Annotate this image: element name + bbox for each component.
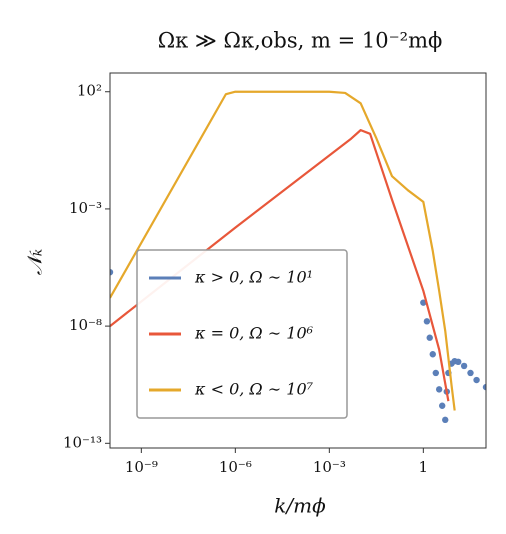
data-point [110,268,114,276]
x-tick-label: 10⁻³ [313,458,346,476]
data-point [426,334,433,341]
data-point [482,383,486,391]
legend-label: κ = 0, Ω ∼ 10⁶ [194,324,314,343]
chart-title: Ωκ ≫ Ωκ,obs, m = 10⁻²mϕ [158,29,443,53]
x-tick-label: 10⁻⁶ [219,458,252,476]
legend-label: κ < 0, Ω ∼ 10⁷ [194,380,314,399]
data-point [473,376,480,384]
plot-frame [109,72,487,449]
x-tick-label: 1 [419,458,429,476]
data-point [429,351,436,358]
data-point [460,362,468,370]
y-tick-label: 10⁻¹³ [63,433,102,451]
data-point [467,369,474,377]
data-point [455,358,462,366]
legend-box [136,249,348,419]
y-tick-label: 10⁻³ [69,199,102,217]
x-axis-label: k/mϕ [274,494,326,518]
plot-area [110,90,486,424]
data-line [110,90,456,411]
data-point [423,318,431,325]
y-tick-label: 10² [77,82,102,100]
data-point [432,369,440,377]
data-point [420,299,427,306]
data-line [110,129,450,402]
data-point [435,386,443,393]
y-axis-label: 𝒩ₖ [23,249,47,275]
data-point [438,402,446,409]
y-tick-label: 10⁻⁸ [69,316,102,334]
x-tick-label: 10⁻⁹ [125,458,158,476]
legend-label: κ > 0, Ω ∼ 10¹ [194,268,313,287]
data-point [442,416,449,424]
